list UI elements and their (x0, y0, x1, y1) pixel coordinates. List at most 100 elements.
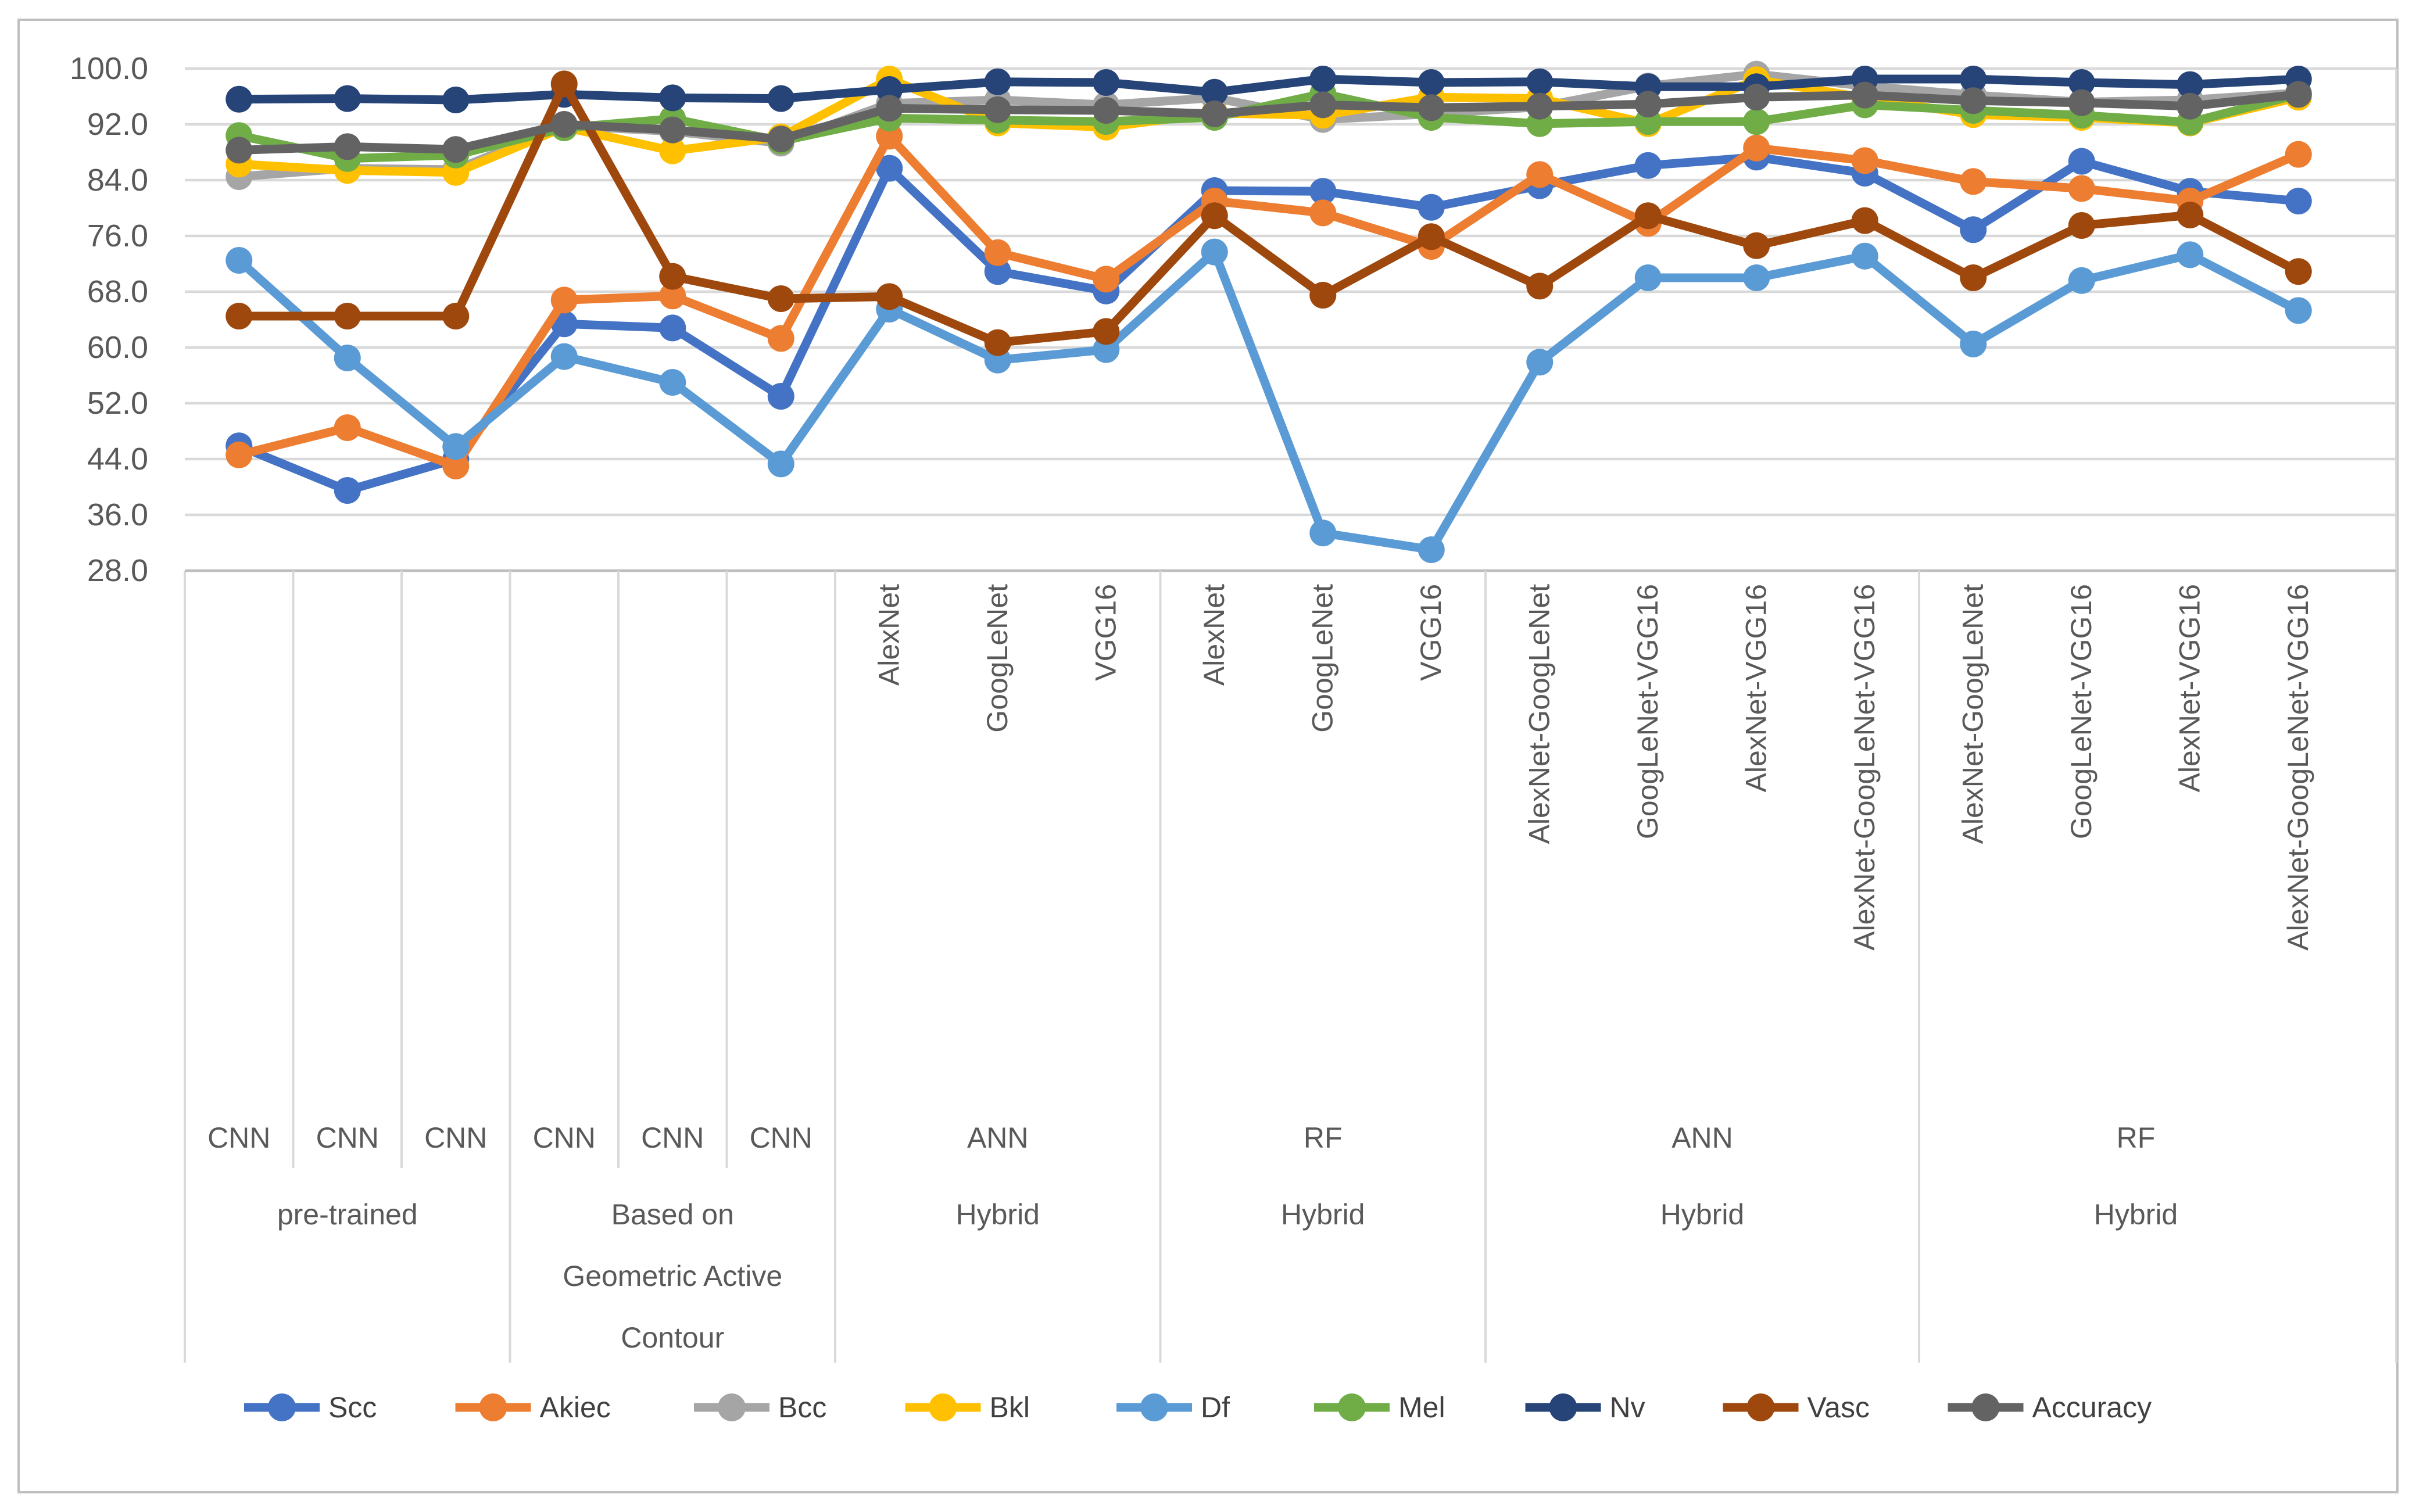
data-point-vasc-8 (984, 329, 1011, 356)
series-line-df (234, 248, 2303, 554)
data-point-scc-2 (334, 477, 361, 504)
data-point-accuracy-7 (876, 95, 903, 122)
legend-label: Bcc (778, 1391, 826, 1424)
data-point-accuracy-12 (1418, 94, 1445, 121)
x-label-googlenet-vgg16: GoogLeNet-VGG16 (2065, 584, 2098, 839)
data-point-akiec-9 (1093, 266, 1120, 293)
chart-legend: Scc Akiec Bcc Bkl Df Mel Nv Vasc Accuracy (244, 1391, 2152, 1424)
data-point-nv-6 (767, 85, 794, 112)
data-point-accuracy-3 (442, 136, 470, 163)
data-point-df-18 (2068, 267, 2095, 294)
algo-label-cnn: CNN (424, 1122, 487, 1154)
data-point-akiec-13 (1526, 161, 1554, 188)
data-point-nv-3 (442, 87, 470, 113)
data-point-accuracy-11 (1309, 91, 1337, 119)
series-df (226, 238, 2312, 563)
series-akiec (226, 123, 2312, 479)
data-point-vasc-4 (550, 70, 578, 98)
data-point-df-6 (767, 450, 794, 478)
x-label-vgg16: VGG16 (1089, 584, 1122, 681)
series-accuracy (226, 81, 2312, 164)
legend-item-df: Df (1116, 1391, 1230, 1424)
data-point-df-17 (1960, 331, 1987, 357)
data-point-scc-14 (1634, 152, 1662, 179)
legend-item-mel: Mel (1314, 1391, 1445, 1424)
group-label: Hybrid (1660, 1198, 1744, 1231)
data-point-df-19 (2177, 241, 2204, 268)
legend-swatch-marker (929, 1393, 957, 1421)
data-point-vasc-11 (1309, 282, 1337, 309)
data-point-nv-12 (1418, 69, 1445, 96)
data-point-accuracy-9 (1093, 97, 1120, 124)
data-point-nv-2 (334, 85, 361, 112)
legend-item-accuracy: Accuracy (1948, 1391, 2152, 1424)
data-point-accuracy-6 (767, 126, 794, 153)
data-point-vasc-14 (1634, 202, 1662, 230)
algo-label-cnn: CNN (641, 1122, 704, 1154)
legend-swatch-marker (1549, 1393, 1577, 1421)
data-point-df-3 (442, 433, 470, 460)
data-point-bkl-5 (659, 137, 686, 164)
data-point-accuracy-16 (1851, 81, 1878, 109)
y-tick-label: 68.0 (87, 274, 148, 309)
data-point-nv-8 (984, 68, 1011, 95)
data-point-nv-5 (659, 84, 686, 112)
y-tick-label: 44.0 (87, 442, 148, 476)
legend-label: Accuracy (2032, 1391, 2152, 1424)
data-point-mel-15 (1743, 108, 1770, 135)
legend-swatch-marker (268, 1393, 296, 1421)
data-point-vasc-3 (442, 303, 470, 329)
data-point-akiec-3 (442, 453, 470, 479)
data-point-nv-7 (876, 76, 903, 103)
legend-item-nv: Nv (1525, 1391, 1645, 1424)
data-point-accuracy-15 (1743, 84, 1770, 111)
algo-label-cnn: CNN (316, 1122, 379, 1154)
algo-label-ann: ANN (967, 1122, 1029, 1154)
data-point-df-11 (1309, 519, 1337, 547)
algo-label-cnn: CNN (533, 1122, 596, 1154)
data-point-df-14 (1634, 264, 1662, 291)
data-point-scc-5 (659, 314, 686, 342)
data-point-df-20 (2285, 297, 2312, 324)
data-point-akiec-11 (1309, 199, 1337, 227)
series-line-scc (234, 152, 2303, 495)
legend-swatch-marker (479, 1393, 507, 1421)
data-point-accuracy-5 (659, 116, 686, 144)
legend-swatch-marker (718, 1393, 746, 1421)
y-tick-label: 60.0 (87, 330, 148, 365)
series-line-akiec (234, 131, 2303, 471)
data-point-df-2 (334, 345, 361, 371)
data-point-accuracy-8 (984, 96, 1011, 123)
data-point-accuracy-20 (2285, 81, 2312, 108)
data-point-vasc-12 (1418, 223, 1445, 250)
group-label: Hybrid (1281, 1198, 1365, 1231)
x-label-alexnet: AlexNet (1198, 584, 1230, 686)
data-point-nv-18 (2068, 69, 2095, 96)
x-label-alexnet-googlenet-vgg16: AlexNet-GoogLeNet-VGG16 (2282, 584, 2314, 951)
algo-label-ann: ANN (1671, 1122, 1733, 1154)
series-line-vasc (234, 79, 2303, 347)
data-point-df-5 (659, 369, 686, 396)
x-label-alexnet-vgg16: AlexNet-VGG16 (1739, 584, 1772, 792)
data-point-df-16 (1851, 242, 1878, 270)
category-separators (292, 571, 1920, 1363)
x-label-alexnet-googlenet: AlexNet-GoogLeNet (1956, 584, 1989, 844)
data-point-df-10 (1201, 238, 1228, 266)
data-series (226, 60, 2312, 563)
data-point-df-13 (1526, 349, 1554, 376)
legend-swatch-marker (1971, 1393, 2000, 1421)
x-label-googlenet: GoogLeNet (981, 584, 1014, 733)
data-point-akiec-5 (659, 282, 686, 310)
data-point-scc-18 (2068, 148, 2095, 175)
legend-label: Mel (1398, 1391, 1445, 1424)
data-point-vasc-7 (876, 283, 903, 310)
y-tick-label: 36.0 (87, 497, 148, 532)
y-tick-label: 76.0 (87, 218, 148, 253)
group-label: Contour (621, 1321, 724, 1354)
data-point-vasc-10 (1201, 202, 1228, 230)
legend-label: Akiec (540, 1391, 611, 1424)
algo-label-rf: RF (2117, 1122, 2156, 1154)
legend-label: Nv (1610, 1391, 1645, 1424)
